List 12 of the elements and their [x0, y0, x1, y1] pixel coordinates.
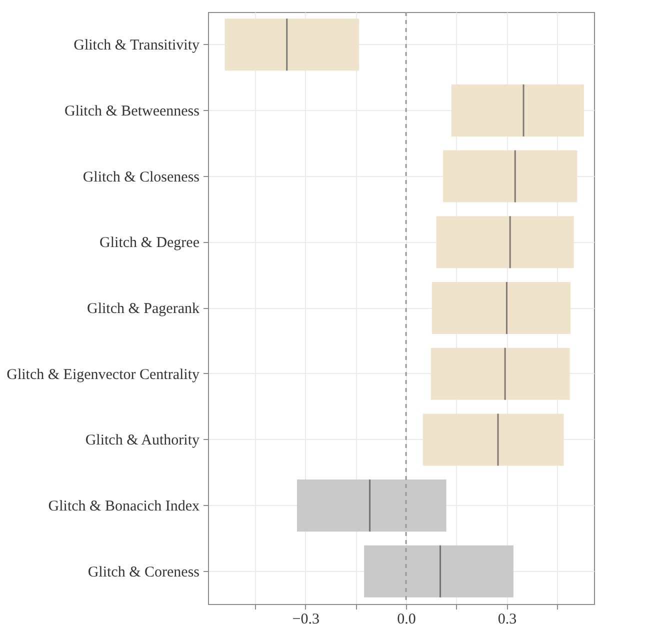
x-tick-label: 0.0: [397, 612, 416, 626]
y-tick-label: Glitch & Transitivity: [74, 38, 200, 54]
y-tick-label: Glitch & Authority: [85, 432, 200, 449]
x-tick-label: −0.3: [292, 612, 320, 626]
y-tick-label: Glitch & Degree: [100, 235, 200, 252]
x-tick-label: 0.3: [498, 612, 517, 626]
y-tick-label: Glitch & Eigenvector Centrality: [6, 366, 200, 383]
y-tick-label: Glitch & Coreness: [88, 564, 200, 580]
y-tick-label: Glitch & Closeness: [82, 169, 200, 186]
y-tick-label: Glitch & Pagerank: [87, 301, 200, 317]
y-tick-label: Glitch & Bonacich Index: [48, 498, 200, 515]
y-tick-label: Glitch & Betweenness: [64, 103, 200, 120]
